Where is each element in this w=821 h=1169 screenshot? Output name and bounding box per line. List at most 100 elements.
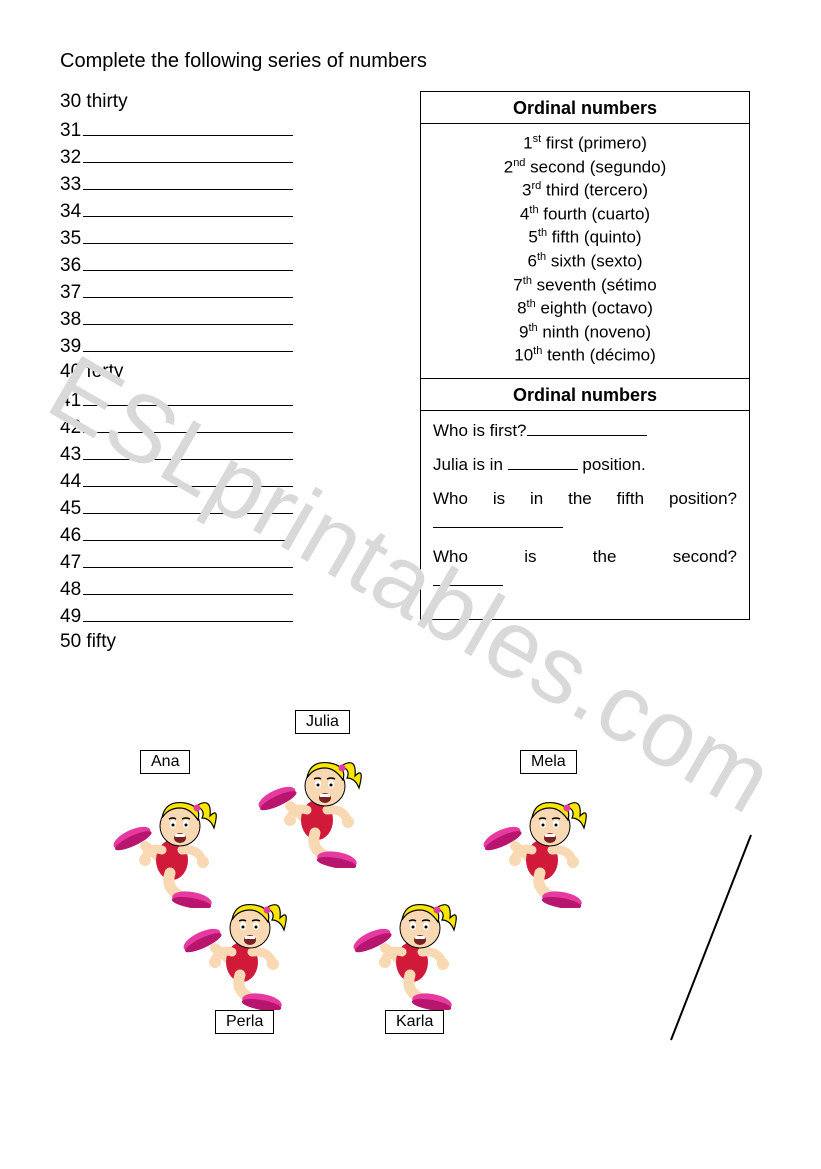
runner-icon <box>480 778 610 908</box>
number-blank[interactable] <box>83 469 293 487</box>
ordinal-row: 6th sixth (sexto) <box>429 250 741 274</box>
number-line: 45 <box>60 496 400 523</box>
number-label: 34 <box>60 201 81 223</box>
number-label: 32 <box>60 147 81 169</box>
number-blank[interactable] <box>83 415 293 433</box>
runner: Perla <box>180 880 310 1038</box>
number-label: 31 <box>60 120 81 142</box>
number-label: 30 thirty <box>60 91 128 113</box>
number-label: 37 <box>60 282 81 304</box>
number-line: 35 <box>60 226 400 253</box>
number-line: 36 <box>60 253 400 280</box>
number-blank[interactable] <box>83 523 293 541</box>
runner-name-tag: Karla <box>385 1010 444 1034</box>
number-label: 41 <box>60 390 81 412</box>
runner: Karla <box>350 880 480 1038</box>
ordinal-header-1: Ordinal numbers <box>421 92 749 124</box>
number-line: 42 <box>60 415 400 442</box>
answer-blank[interactable] <box>527 422 647 436</box>
runner-icon <box>255 738 385 868</box>
number-blank[interactable] <box>83 118 293 136</box>
number-line: 47 <box>60 550 400 577</box>
number-blank[interactable] <box>83 442 293 460</box>
runner-name-tag: Julia <box>295 710 350 734</box>
number-blank[interactable] <box>83 280 293 298</box>
number-line: 31 <box>60 118 400 145</box>
number-blank[interactable] <box>83 604 293 622</box>
ordinal-questions: Who is first? Julia is in position. Who … <box>421 411 749 619</box>
runners-illustration: Ana Julia <box>60 710 760 1040</box>
answer-blank[interactable] <box>508 456 578 470</box>
number-line: 30 thirty <box>60 91 400 118</box>
number-label: 39 <box>60 336 81 358</box>
number-blank[interactable] <box>83 145 293 163</box>
number-blank[interactable] <box>83 388 293 406</box>
number-series-list: 30 thirty 31 32 33 34 35 36 37 38 39 40 forty 41 42 4… <box>60 91 400 658</box>
question-2a: Julia is in <box>433 455 508 474</box>
number-line: 38 <box>60 307 400 334</box>
answer-blank[interactable] <box>433 514 563 528</box>
number-label: 38 <box>60 309 81 331</box>
number-label: 33 <box>60 174 81 196</box>
runner: Julia <box>255 710 385 868</box>
number-line: 33 <box>60 172 400 199</box>
number-label: 36 <box>60 255 81 277</box>
number-line: 49 <box>60 604 400 631</box>
runner-name-tag: Ana <box>140 750 190 774</box>
ordinal-row: 1st first (primero) <box>429 132 741 156</box>
number-line: 50 fifty <box>60 631 400 658</box>
number-label: 46 <box>60 525 81 547</box>
page-title: Complete the following series of numbers <box>60 50 761 73</box>
ordinal-list: 1st first (primero)2nd second (segundo)3… <box>421 124 749 378</box>
question-3: Who is in the fifth position? <box>433 489 737 508</box>
ordinal-row: 5th fifth (quinto) <box>429 226 741 250</box>
runner-name-tag: Mela <box>520 750 577 774</box>
ordinal-row: 7th seventh (sétimo <box>429 274 741 298</box>
number-blank[interactable] <box>83 172 293 190</box>
ordinal-row: 2nd second (segundo) <box>429 156 741 180</box>
number-blank[interactable] <box>83 550 293 568</box>
number-label: 44 <box>60 471 81 493</box>
number-line: 37 <box>60 280 400 307</box>
number-line: 43 <box>60 442 400 469</box>
number-label: 47 <box>60 552 81 574</box>
question-4: Who is the second? <box>433 547 737 566</box>
number-blank[interactable] <box>83 496 293 514</box>
number-line: 34 <box>60 199 400 226</box>
number-line: 32 <box>60 145 400 172</box>
number-label: 50 fifty <box>60 631 116 653</box>
ordinal-row: 10th tenth (décimo) <box>429 344 741 368</box>
number-label: 43 <box>60 444 81 466</box>
number-line: 44 <box>60 469 400 496</box>
number-blank[interactable] <box>83 577 293 595</box>
number-label: 49 <box>60 606 81 628</box>
number-line: 40 forty <box>60 361 400 388</box>
number-label: 48 <box>60 579 81 601</box>
ordinal-row: 4th fourth (cuarto) <box>429 203 741 227</box>
ordinal-row: 3rd third (tercero) <box>429 179 741 203</box>
number-line: 39 <box>60 334 400 361</box>
number-label: 45 <box>60 498 81 520</box>
runner-name-tag: Perla <box>215 1010 274 1034</box>
number-label: 40 forty <box>60 361 123 383</box>
finish-line-icon <box>656 830 776 1050</box>
question-1: Who is first? <box>433 421 527 440</box>
runner-icon <box>180 880 310 1010</box>
number-blank[interactable] <box>83 226 293 244</box>
number-blank[interactable] <box>83 253 293 271</box>
number-blank[interactable] <box>83 334 293 352</box>
question-2b: position. <box>578 455 646 474</box>
number-label: 42 <box>60 417 81 439</box>
runner-icon <box>350 880 480 1010</box>
number-blank[interactable] <box>83 199 293 217</box>
ordinal-header-2: Ordinal numbers <box>421 378 749 411</box>
ordinal-numbers-box: Ordinal numbers 1st first (primero)2nd s… <box>420 91 750 620</box>
ordinal-row: 9th ninth (noveno) <box>429 321 741 345</box>
number-blank[interactable] <box>83 307 293 325</box>
number-line: 48 <box>60 577 400 604</box>
number-label: 35 <box>60 228 81 250</box>
number-line: 41 <box>60 388 400 415</box>
answer-blank[interactable] <box>433 572 503 586</box>
number-line: 46 <box>60 523 400 550</box>
ordinal-row: 8th eighth (octavo) <box>429 297 741 321</box>
